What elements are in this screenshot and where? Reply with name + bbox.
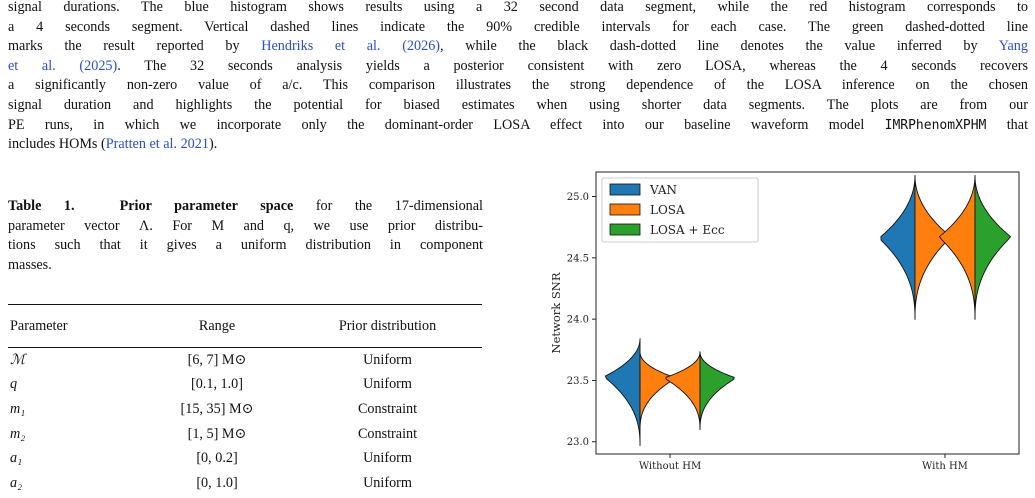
y-axis-label: Network SNR [549,272,563,353]
table-header-row: Parameter Range Prior distribution [8,305,482,347]
citation-link-yang-cont[interactable]: et al. (2025) [8,57,118,74]
table-row: a₁ [0, 0.2] Uniform [8,446,482,471]
y-tick-label: 23.5 [567,376,589,387]
text-run: PE runs, in which we incorporate only th… [8,116,885,133]
cell-parameter: q [10,376,18,393]
table-row: ℳ [6, 7] M⊙ Uniform [8,348,482,373]
caption-line: parameter vector Λ. For M and q, we use … [8,217,483,234]
cell-range: [6, 7] M⊙ [187,351,247,368]
cell-parameter: m₁ [10,400,26,417]
y-tick-label: 23.0 [567,437,589,448]
table-row: m₁ [15, 35] M⊙ Constraint [8,397,482,422]
legend-swatch [609,203,641,216]
violin-half-losa [914,175,952,320]
paragraph-line: signal duration and highlights the poten… [8,96,1028,113]
prior-table: Parameter Range Prior distribution ℳ [6,… [8,304,482,496]
violin-half-losa [639,351,675,431]
text-run: includes HOMs ( [8,136,106,153]
caption-line: masses. [8,256,52,273]
body-paragraph: signal durations. The blue histogram sho… [8,0,1028,155]
cell-parameter: m₂ [10,425,26,442]
y-tick-label: 25.0 [567,192,589,203]
y-tick-label: 24.5 [567,253,589,264]
header-range: Range [198,317,236,334]
cell-prior: Constraint [357,425,418,442]
cell-parameter: ℳ [10,351,26,368]
text-run: marks the result reported by [8,38,262,55]
citation-link-hendriks[interactable]: Hendriks et al. (2026) [261,38,441,55]
violin-half-losa-ecc [974,175,1012,320]
caption-line: Table 1. Prior parameter space for the 1… [8,197,483,217]
x-tick-label: With HM [922,461,968,472]
text-run: , while the black dash-dotted line denot… [440,38,999,55]
cell-prior: Uniform [363,474,412,491]
violin-half-van [880,175,916,320]
violin-half-losa-ecc [699,351,735,431]
text-run: ). [208,136,218,153]
cell-parameter: a₂ [10,474,23,491]
violin-half-losa [938,175,976,320]
violin-half-losa [665,351,701,431]
header-prior: Prior distribution [338,317,437,334]
table-caption: Table 1. Prior parameter space for the 1… [8,197,483,275]
prior-table-body: ℳ [6, 7] M⊙ Uniform q [0.1, 1.0] Uniform… [8,348,482,496]
paragraph-line: signal durations. The blue histogram sho… [8,0,1028,15]
cell-prior: Uniform [363,376,412,393]
citation-link-yang[interactable]: Yang [998,38,1028,55]
legend-box [601,177,759,243]
caption-title: Prior parameter space [119,198,294,214]
cell-parameter: a₁ [10,450,23,467]
legend-label: LOSA [650,203,685,217]
prior-table-grid: Parameter Range Prior distribution [8,305,482,347]
table-top-rule [8,304,482,305]
legend-label: VAN [649,183,677,197]
paragraph-line: a significantly non-zero value of a/c. T… [8,77,1028,94]
paragraph-line: PE runs, in which we incorporate only th… [8,116,1028,136]
table-row: a₂ [0, 1.0] Uniform [8,471,482,496]
x-tick-label: Without HM [639,461,701,472]
cell-range: [0, 1.0] [196,474,238,491]
caption-line: tions such that it gives a uniform distr… [8,237,483,254]
cell-prior: Uniform [363,351,412,368]
text-run: that [986,116,1029,133]
caption-label: Table 1. [8,198,75,214]
header-parameter: Parameter [10,317,68,334]
paragraph-line: includes HOMs (Pratten et al. 2021). [8,135,1028,155]
legend-swatch [609,223,641,236]
legend-swatch [609,183,641,196]
waveform-model-code: IMRPhenomXPHM [884,117,987,133]
cell-prior: Uniform [363,450,412,467]
text-run: . The 32 seconds analysis yields a poste… [117,57,1028,74]
paragraph-line: et al. (2025). The 32 seconds analysis y… [8,57,1028,77]
table-row: m₂ [1, 5] M⊙ Constraint [8,422,482,447]
paragraph-line: a 4 seconds segment. Vertical dashed lin… [8,18,1028,35]
cell-range: [0, 0.2] [196,450,238,467]
snr-violin-chart: 23.0 23.5 24.0 24.5 25.0 Network SNR Without H… [540,168,1028,477]
caption-text: for the 17-dimensional [293,198,483,214]
citation-link-pratten[interactable]: Pratten et al. 2021 [105,136,209,153]
paragraph-line: marks the result reported by Hendriks et… [8,37,1028,57]
chart-svg: 23.0 23.5 24.0 24.5 25.0 Network SNR Without H… [549,171,1020,472]
legend-label: LOSA + Ecc [650,223,725,237]
plot-frame [595,171,1020,455]
table-row: q [0.1, 1.0] Uniform [8,373,482,398]
table-header-rule [8,347,482,348]
cell-range: [1, 5] M⊙ [187,425,247,442]
cell-range: [15, 35] M⊙ [180,400,254,417]
cell-range: [0.1, 1.0] [190,376,243,393]
cell-prior: Constraint [357,400,418,417]
violin-half-van [604,338,641,447]
y-tick-label: 24.0 [567,315,589,326]
